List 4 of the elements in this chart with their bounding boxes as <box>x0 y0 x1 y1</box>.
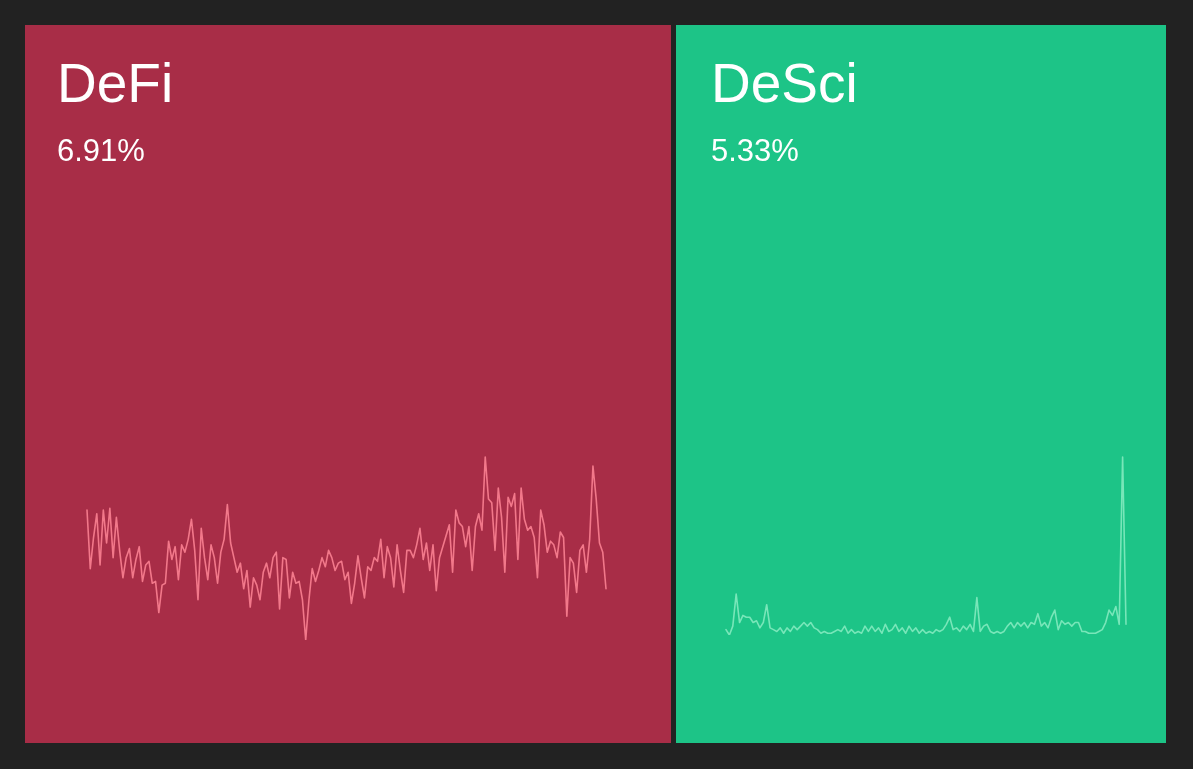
chart-title: DeSci <box>711 52 858 114</box>
chart-subtitle: 5.33% <box>711 133 799 168</box>
chart-subtitle: 6.91% <box>57 133 145 168</box>
chart-title: DeFi <box>57 52 174 114</box>
